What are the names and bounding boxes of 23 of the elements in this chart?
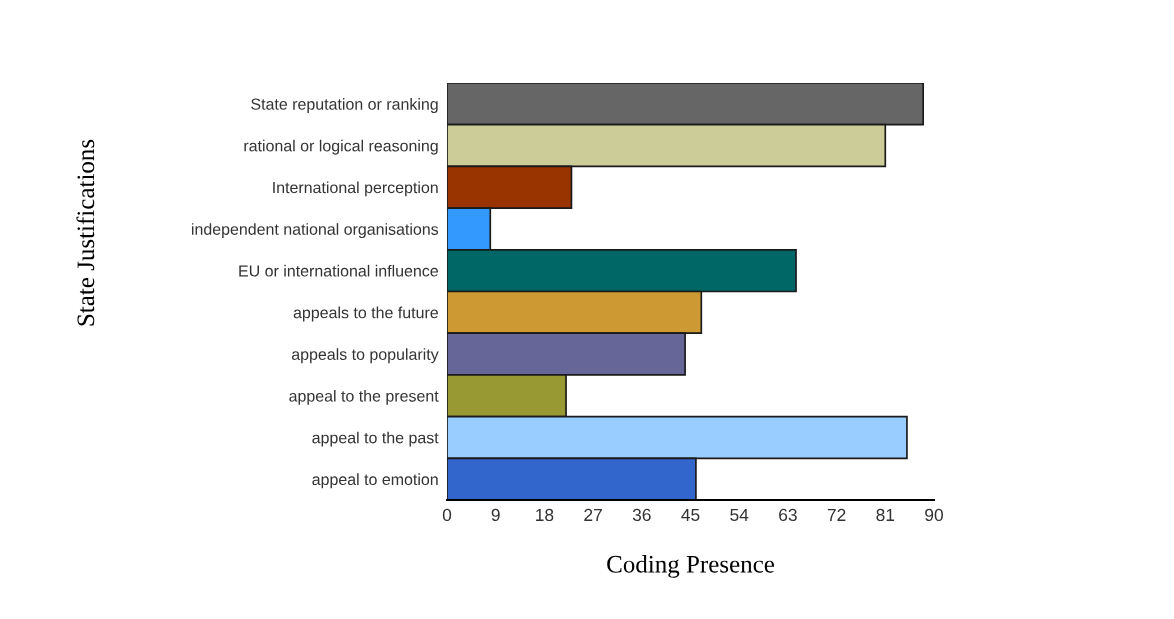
x-tick-label: 27 bbox=[584, 508, 602, 521]
y-tick-label: International perception bbox=[273, 181, 438, 197]
x-tick-label: 90 bbox=[925, 508, 943, 522]
x-tick-label: 18 bbox=[536, 508, 554, 522]
x-tick-label: 63 bbox=[779, 508, 797, 522]
x-tick-label: 0 bbox=[442, 508, 452, 522]
x-tick-label: 81 bbox=[876, 508, 895, 522]
x-tick-label: 36 bbox=[632, 508, 651, 522]
x-tick-label: 54 bbox=[730, 508, 749, 522]
y-tick-label: appeals to popularity bbox=[291, 348, 439, 364]
y-tick-label: appeals to the future bbox=[293, 306, 438, 322]
x-tick-label: 72 bbox=[827, 508, 846, 521]
y-tick-label: State reputation or ranking bbox=[251, 98, 438, 113]
y-tick-label: EU or international influence bbox=[239, 264, 438, 277]
y-tick-label: appeal to the past bbox=[312, 431, 439, 447]
y-tick-label: appeal to emotion bbox=[312, 473, 438, 489]
y-tick-label: rational or logical reasoning bbox=[244, 139, 438, 155]
x-tick-label: 45 bbox=[681, 508, 700, 522]
x-axis-title: Coding Presence bbox=[607, 555, 774, 578]
y-tick-label: appeal to the present bbox=[289, 389, 439, 405]
y-axis-title: State Justifications bbox=[76, 139, 95, 326]
y-tick-label: independent national organisations bbox=[191, 223, 439, 239]
x-tick-label: 9 bbox=[491, 508, 500, 522]
